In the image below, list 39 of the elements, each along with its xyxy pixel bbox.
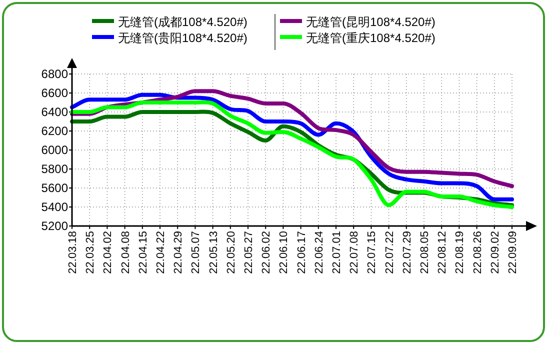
y-tick-label: 6600 xyxy=(41,86,68,100)
x-tick-label: 22.06.02 xyxy=(260,231,273,274)
x-tick-label: 22.05.13 xyxy=(208,231,220,274)
x-tick-label: 22.08.12 xyxy=(436,231,449,274)
y-tick-label: 6200 xyxy=(41,124,68,138)
y-tick-label: 5600 xyxy=(41,181,68,195)
y-tick-label: 6400 xyxy=(41,105,68,119)
x-tick-label: 22.07.15 xyxy=(366,231,378,274)
x-tick-label: 22.04.29 xyxy=(172,231,185,274)
x-tick-label: 22.07.01 xyxy=(331,231,343,274)
x-tick-label: 22.04.08 xyxy=(120,231,132,274)
x-tick-label: 22.08.26 xyxy=(472,231,484,274)
x-tick-label: 22.09.02 xyxy=(489,231,502,274)
y-tick-label: 6000 xyxy=(41,143,68,157)
x-tick-label: 22.08.05 xyxy=(419,231,431,274)
x-tick-label: 22.07.29 xyxy=(401,231,414,274)
legend-label: 无缝管(成都108*4.520#) xyxy=(118,15,248,29)
x-tick-label: 22.04.22 xyxy=(155,231,167,274)
x-tick-label: 22.04.15 xyxy=(137,231,150,274)
y-tick-label: 5400 xyxy=(41,200,68,214)
legend-label: 无缝管(贵阳108*4.520#) xyxy=(118,31,248,45)
x-tick-label: 22.05.07 xyxy=(190,231,202,274)
legend-label: 无缝管(昆明108*4.520#) xyxy=(306,15,436,29)
x-tick-label: 22.04.02 xyxy=(102,231,114,274)
x-tick-label: 22.09.09 xyxy=(507,231,519,274)
x-tick-label: 22.06.24 xyxy=(313,231,326,274)
x-tick-label: 22.05.20 xyxy=(225,231,238,274)
x-tick-label: 22.07.08 xyxy=(348,231,361,274)
legend-label: 无缝管(重庆108*4.520#) xyxy=(306,31,436,45)
x-tick-label: 22.03.18 xyxy=(67,231,79,274)
y-tick-label: 5800 xyxy=(41,162,68,176)
x-tick-label: 22.08.19 xyxy=(454,231,466,274)
x-tick-label: 22.07.22 xyxy=(384,231,396,274)
x-tick-label: 22.03.25 xyxy=(84,231,97,274)
x-tick-label: 22.06.10 xyxy=(278,231,290,274)
x-tick-label: 22.06.17 xyxy=(296,231,308,274)
y-tick-label: 6800 xyxy=(41,67,68,81)
y-tick-label: 5200 xyxy=(41,219,68,233)
x-tick-label: 22.05.27 xyxy=(243,231,255,274)
